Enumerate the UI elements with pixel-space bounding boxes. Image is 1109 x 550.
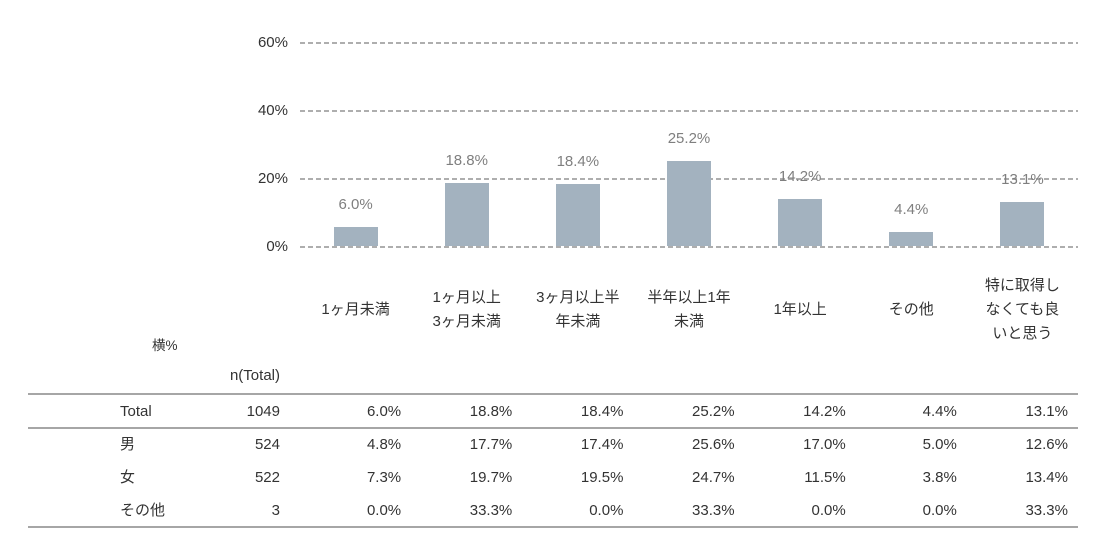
table-pct-value: 13.4% [1025,469,1068,486]
table-pct-value: 0.0% [922,502,957,519]
table-n-value: 522 [254,469,280,486]
table-row-label: Total [120,403,152,420]
x-axis-category-label: 特に取得し なくても良 いと思う [984,277,1060,342]
table-pct-value: 4.4% [922,403,957,420]
bar-value-label: 25.2% [667,130,711,148]
table-rule-top [28,393,1078,395]
table-pct-value: 7.3% [366,469,402,486]
bar-5 [778,198,823,246]
table-pct-value: 17.4% [580,436,624,453]
y-axis-tick-label: 20% [257,170,288,187]
table-rule-after-total [28,427,1078,429]
table-pct-value: 18.4% [580,403,624,420]
table-pct-value: 17.0% [803,436,846,453]
bar-7 [1000,202,1045,246]
gridline-40% [300,110,1078,112]
table-pct-value: 19.5% [580,469,624,486]
bar-1 [333,226,378,246]
bar-2 [444,183,489,246]
table-row-label: その他 [120,502,166,519]
table-pct-value: 18.8% [469,403,513,420]
table-pct-value: 3.8% [922,469,957,486]
bar-value-label: 13.1% [1001,171,1044,189]
table-pct-value: 25.2% [692,403,735,420]
table-pct-value: 4.8% [366,436,402,453]
table-pct-value: 19.7% [469,469,513,486]
data-table: Total 1049 6.0% 18.8% 18.4% 25.2% 14.2% 4.4% 13.… [28,395,1078,527]
table-pct-value: 12.6% [1025,436,1068,453]
table-row-label: 男 [120,436,136,453]
table-pct-value: 0.0% [811,502,846,519]
bar-value-label: 4.4% [894,201,929,219]
table-n-value: 524 [254,436,280,453]
x-axis-category-label: 1ヶ月以上 3ヶ月未満 [432,289,501,330]
table-pct-value: 11.5% [804,469,846,486]
x-axis-category-label: 1ヶ月未満 [321,301,390,318]
gridline-60% [300,42,1078,44]
bar-value-label: 6.0% [338,195,373,213]
gridline-0% [300,246,1078,248]
table-n-total-header: n(Total) [229,367,280,384]
bar-value-label: 18.4% [556,153,600,171]
table-pct-value: 13.1% [1025,403,1068,420]
bar-chart: 0% 20% 40% 60% 6.0% 1ヶ月未満 18.8% 1ヶ月以上 3ヶ月未満 18.4… [257,34,1078,342]
table-pct-value: 17.7% [469,436,513,453]
y-axis-tick-label: 60% [257,34,288,51]
bar-3 [555,184,600,246]
table-pct-value: 33.3% [1025,502,1068,519]
table-pct-value: 0.0% [366,502,402,519]
y-axis-tick-label: 40% [257,102,288,119]
table-pct-value: 33.3% [692,502,735,519]
x-axis-category-label: 半年以上1年 未満 [647,289,731,330]
table-n-value: 1049 [246,403,280,420]
table-pct-value: 6.0% [366,403,402,420]
bar-value-label: 14.2% [778,167,822,185]
bar-4 [667,161,711,246]
table-pct-value: 0.0% [589,502,624,519]
y-axis-tick-label: 0% [266,238,288,255]
x-axis-category-label: 1年以上 [773,301,827,318]
table-n-value: 3 [271,502,280,519]
table-row-label: 女 [120,469,136,486]
x-axis-category-label: その他 [888,301,934,318]
bar-6 [889,232,934,246]
x-axis-category-label: 3ヶ月以上半 年未満 [536,289,620,330]
table-pct-value: 25.6% [692,436,735,453]
table-rule-bottom [28,526,1078,528]
table-pct-value: 5.0% [922,436,957,453]
bar-value-label: 18.8% [445,152,488,170]
table-pct-value: 14.2% [803,403,846,420]
table-corner-label: 横% [152,338,178,353]
table-pct-value: 24.7% [692,469,735,486]
table-pct-value: 33.3% [469,502,513,519]
